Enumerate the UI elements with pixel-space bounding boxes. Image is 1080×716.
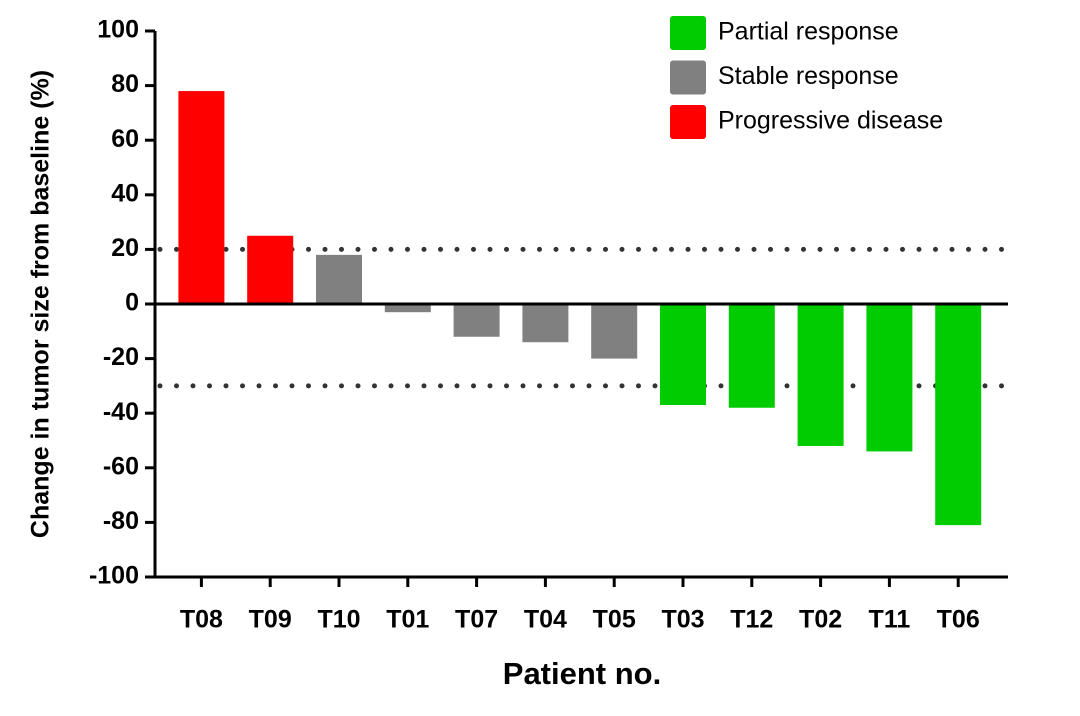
x-tick-label: T01 — [386, 606, 429, 634]
y-tick-label: -80 — [103, 507, 139, 535]
y-tick-label: 60 — [111, 125, 139, 153]
y-tick-label: 100 — [97, 16, 139, 44]
x-tick-label: T03 — [661, 606, 704, 634]
bar — [728, 304, 775, 408]
y-tick-label: 80 — [111, 70, 139, 98]
bar — [935, 304, 982, 526]
bar — [247, 235, 294, 304]
y-axis-title: Change in tumor size from baseline (%) — [27, 70, 55, 538]
legend-label: Progressive disease — [718, 107, 943, 135]
x-axis-title: Patient no. — [503, 656, 661, 691]
y-tick-label: 20 — [111, 234, 139, 262]
legend-label: Partial response — [718, 18, 899, 46]
y-tick-label: -60 — [103, 452, 139, 480]
legend-swatch — [670, 60, 706, 95]
legend-swatch — [670, 105, 706, 139]
y-tick-label: 0 — [125, 289, 139, 317]
x-tick-label: T06 — [937, 606, 980, 634]
bar — [522, 304, 569, 343]
x-tick-label: T02 — [799, 606, 842, 634]
x-tick-label: T09 — [249, 606, 292, 634]
bar — [384, 304, 431, 313]
bar — [591, 304, 638, 359]
x-tick-label: T11 — [869, 606, 911, 634]
bar — [797, 304, 844, 446]
legend-swatch — [670, 16, 706, 50]
x-tick-label: T05 — [593, 606, 636, 634]
x-tick-label: T10 — [317, 606, 360, 634]
bar — [453, 304, 500, 337]
bar — [316, 254, 362, 304]
bar — [178, 91, 225, 304]
bar — [866, 304, 913, 452]
x-tick-label: T08 — [180, 606, 223, 634]
x-tick-label: T07 — [455, 606, 498, 634]
y-tick-label: -40 — [103, 398, 139, 426]
x-tick-label: T04 — [524, 606, 567, 634]
y-tick-label: -100 — [89, 562, 139, 590]
y-tick-label: -20 — [103, 343, 139, 371]
legend-label: Stable response — [718, 62, 899, 90]
y-tick-label: 40 — [111, 179, 139, 207]
bar — [660, 304, 706, 406]
x-tick-label: T12 — [730, 606, 773, 634]
